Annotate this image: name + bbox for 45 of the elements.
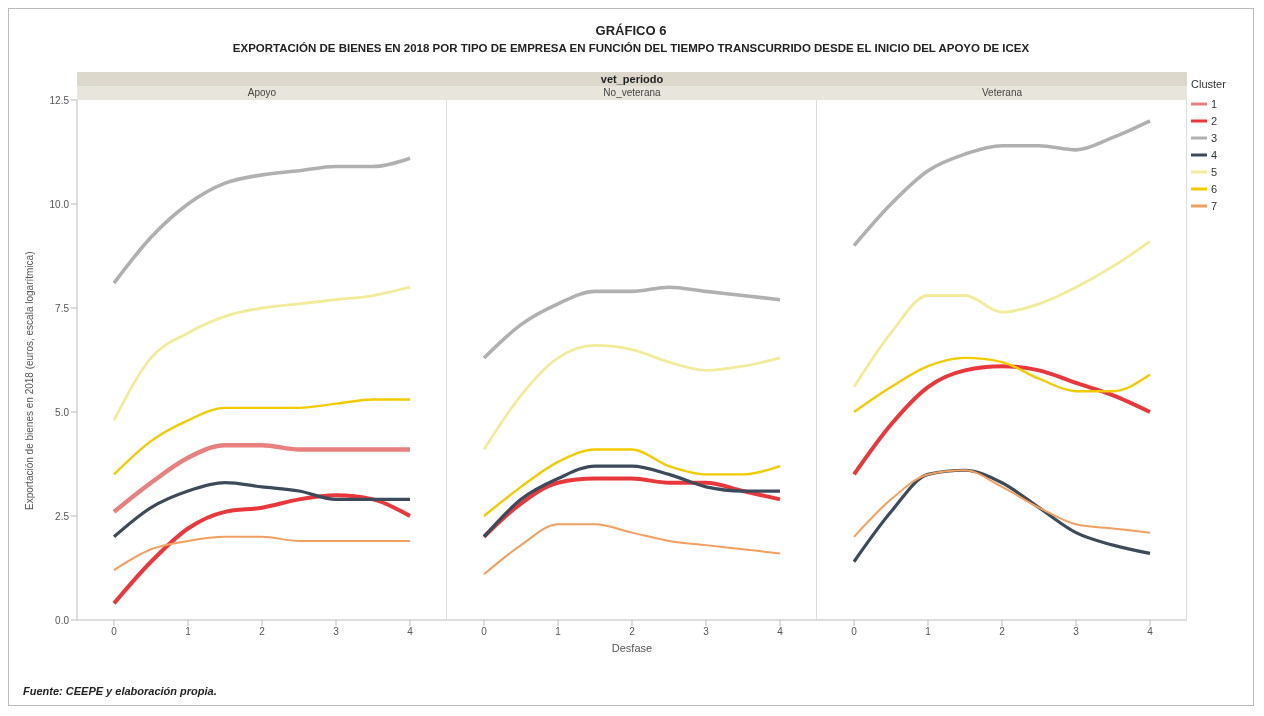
source-note: Fuente: CEEPE y elaboración propia. <box>23 685 217 697</box>
x-tick-label: 2 <box>259 626 266 638</box>
header-strip: vet_periodo <box>447 72 817 86</box>
y-axis-title: Exportación de bienes en 2018 (euros, escala logarítmica) <box>23 251 35 510</box>
x-tick-label: 0 <box>481 626 488 638</box>
line-series <box>112 398 412 476</box>
line-series <box>112 156 412 285</box>
chart-title: Apoyo <box>77 86 447 100</box>
x-tick-label: 1 <box>185 626 192 638</box>
legend-label: 7 <box>1211 200 1218 212</box>
legend-label: 5 <box>1211 166 1218 178</box>
x-tick-label: 2 <box>999 626 1006 638</box>
line-series <box>113 535 411 572</box>
line-series <box>112 481 412 539</box>
y-tick-label: 10.0 <box>49 198 70 210</box>
y-tick-label: 5.0 <box>55 406 70 418</box>
x-tick-label: 4 <box>407 626 414 638</box>
line-series <box>112 285 412 422</box>
legend-label: 3 <box>1211 132 1218 144</box>
x-tick-label: 4 <box>777 626 784 638</box>
y-tick-label: 7.5 <box>55 302 70 314</box>
x-axis-title: Desfase <box>611 642 653 654</box>
text: EXPORTACIÓN DE BIENES EN 2018 POR TIPO DE EMPRESA EN FUNCIÓN DEL TIEMPO TRANSCURRIDO DESDE EL INICIO DEL APOYO DE ICEX <box>231 42 1031 54</box>
text: GRÁFICO 6 <box>594 23 668 38</box>
legend-label: 4 <box>1211 149 1218 161</box>
x-tick-label: 1 <box>555 626 562 638</box>
legend-label: 1 <box>1211 98 1218 110</box>
y-tick-label: 12.5 <box>49 94 70 106</box>
x-tick-label: 1 <box>925 626 932 638</box>
x-tick-label: 3 <box>703 626 710 638</box>
line-series <box>112 493 412 606</box>
x-tick-label: 2 <box>629 626 636 638</box>
legend-title: Cluster <box>1191 78 1227 90</box>
x-tick-label: 3 <box>1073 626 1080 638</box>
line-series <box>111 443 413 515</box>
chart-title: Veterana <box>817 86 1187 100</box>
legend-label: 6 <box>1211 183 1218 195</box>
x-tick-label: 4 <box>1147 626 1154 638</box>
y-tick-label: 0.0 <box>55 614 70 626</box>
x-tick-label: 3 <box>333 626 340 638</box>
y-tick-label: 2.5 <box>55 510 70 522</box>
legend-label: 2 <box>1211 115 1218 127</box>
x-tick-label: 0 <box>851 626 858 638</box>
chart-title: No_veterana <box>447 86 817 100</box>
x-tick-label: 0 <box>111 626 118 638</box>
